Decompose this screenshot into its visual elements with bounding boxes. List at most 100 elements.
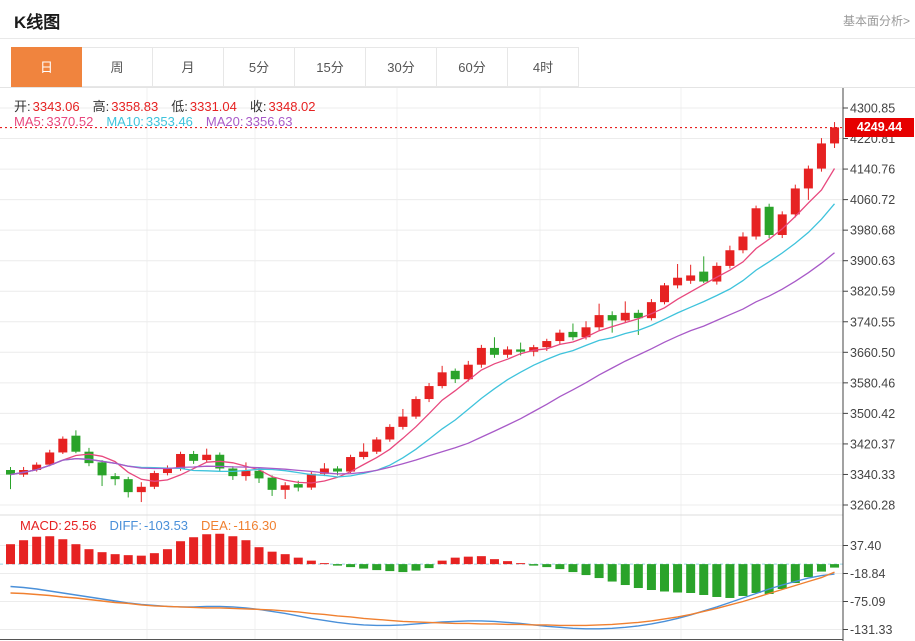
macd-bar [32, 536, 42, 565]
macd-bar [751, 564, 761, 593]
tab-4时[interactable]: 4时 [508, 47, 579, 87]
info-item: 高: 3358.83 [92, 99, 159, 114]
macd-bar [542, 564, 552, 568]
candle-body [228, 468, 238, 477]
page-title: K线图 [14, 13, 61, 32]
ma10-line [10, 203, 835, 478]
axis-label: 3660.50 [850, 346, 895, 360]
macd-bar [71, 544, 81, 565]
candle-body [267, 477, 277, 490]
tab-30分[interactable]: 30分 [366, 47, 437, 87]
axis-label: 3580.46 [850, 376, 895, 390]
macd-bar [607, 564, 617, 582]
macd-bar [463, 556, 473, 565]
candle-body [110, 476, 120, 480]
macd-bar [280, 554, 290, 565]
macd-bar [228, 536, 238, 565]
candle-body [306, 473, 316, 488]
axis-label: -18.84 [850, 567, 885, 581]
info-item: MA10: 3353.46 [106, 114, 193, 129]
macd-bar [202, 534, 212, 565]
macd-bar [594, 564, 604, 579]
candle-body [830, 127, 840, 144]
candle-body [581, 327, 591, 338]
candle-body [136, 486, 146, 493]
axis-label: 3900.63 [850, 254, 895, 268]
candle-body [6, 470, 15, 475]
macd-info-row: MACD: 25.56 DIFF: -103.53 DEA: -116.30 [20, 518, 290, 533]
candle-body [712, 265, 722, 282]
tab-周[interactable]: 周 [82, 47, 153, 87]
macd-bar [84, 549, 94, 565]
tab-月[interactable]: 月 [153, 47, 224, 87]
tab-15分[interactable]: 15分 [295, 47, 366, 87]
candle-body [346, 457, 356, 472]
macd-bar [97, 552, 107, 565]
macd-bar [725, 564, 735, 598]
macd-bar [450, 557, 460, 565]
tab-5分[interactable]: 5分 [224, 47, 295, 87]
candle-body [686, 275, 696, 281]
macd-bar [424, 564, 434, 569]
macd-bar [660, 564, 669, 592]
macd-bar [293, 557, 303, 565]
ma20-line [10, 252, 835, 476]
macd-bar [816, 564, 826, 572]
macd-bar [568, 564, 578, 573]
axis-label: 3420.37 [850, 437, 895, 451]
macd-bar [306, 560, 316, 565]
macd-bar [738, 564, 748, 596]
info-item: MA20: 3356.63 [205, 114, 293, 129]
macd-bar [620, 564, 630, 586]
macd-bar [712, 564, 722, 597]
candle-body [764, 206, 774, 235]
axis-label: 4060.72 [850, 193, 895, 207]
candle-body [71, 435, 81, 452]
axis-label: 3340.33 [850, 468, 895, 482]
tab-日[interactable]: 日 [11, 47, 82, 87]
candle-body [58, 438, 68, 453]
macd-bar [503, 561, 513, 565]
macd-bar [45, 536, 55, 565]
candle-body [620, 312, 630, 321]
axis-label: 4300.85 [850, 102, 895, 116]
macd-bar [346, 564, 356, 568]
macd-bar [176, 541, 186, 565]
candle-body [725, 250, 735, 266]
candle-body [803, 168, 813, 189]
candle-body [424, 386, 434, 400]
candle-body [254, 470, 264, 479]
tab-60分[interactable]: 60分 [437, 47, 508, 87]
macd-bar [6, 544, 15, 565]
macd-bar [437, 560, 447, 565]
candle-body [738, 236, 748, 251]
dea-line [10, 571, 835, 627]
candle-body [751, 208, 761, 237]
axis-label: 3500.42 [850, 407, 895, 421]
candle-body [437, 372, 447, 387]
info-item: 开: 3343.06 [14, 99, 80, 114]
candle-body [489, 347, 499, 355]
candle-body [372, 439, 382, 452]
macd-bar [686, 564, 696, 593]
header-divider [0, 38, 915, 39]
candle-body [319, 468, 329, 474]
candle-body [594, 315, 604, 328]
macd-bar [803, 564, 813, 578]
last-price-tag: 4249.44 [845, 118, 914, 138]
macd-bar [830, 564, 840, 568]
macd-bar [699, 564, 709, 595]
axis-label: 3820.59 [850, 285, 895, 299]
macd-bar [123, 555, 133, 565]
axis-label: 3260.28 [850, 499, 895, 513]
candle-body [202, 454, 212, 461]
macd-bar [254, 547, 264, 565]
fundamental-analysis-link[interactable]: 基本面分析> [842, 14, 910, 28]
candle-body [293, 484, 303, 488]
candle-body [123, 479, 133, 493]
candle-body [45, 452, 55, 465]
candle-body [503, 349, 513, 355]
period-tab-bar: 日周月 5分 15分 30分 60分 4时 [0, 47, 915, 88]
macd-bar [476, 556, 486, 565]
